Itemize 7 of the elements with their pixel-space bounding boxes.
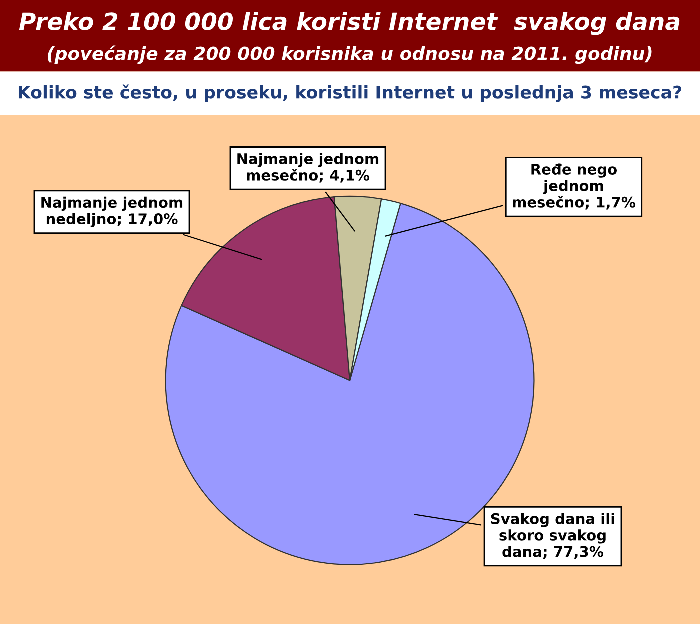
slice-label: Ređe nego jednom mesečno; 1,7%: [513, 164, 636, 210]
chart-title: Preko 2 100 000 lica koristi Internet svakog dana: [19, 12, 680, 36]
slice-label: Svakog dana ili skoro svakog dana; 77,3%: [491, 513, 614, 560]
slice-label: Najmanje jednom nedeljno; 17,0%: [42, 196, 183, 228]
text: Koliko ste često, u proseku, koristili Internet u poslednja 3 meseca?: [18, 84, 682, 102]
chart-subtitle: (povećanje za 200 000 korisnika u odnosu na 2011. godinu): [48, 46, 652, 64]
slice-label: Najmanje jednom mesečno; 4,1%: [238, 153, 379, 183]
